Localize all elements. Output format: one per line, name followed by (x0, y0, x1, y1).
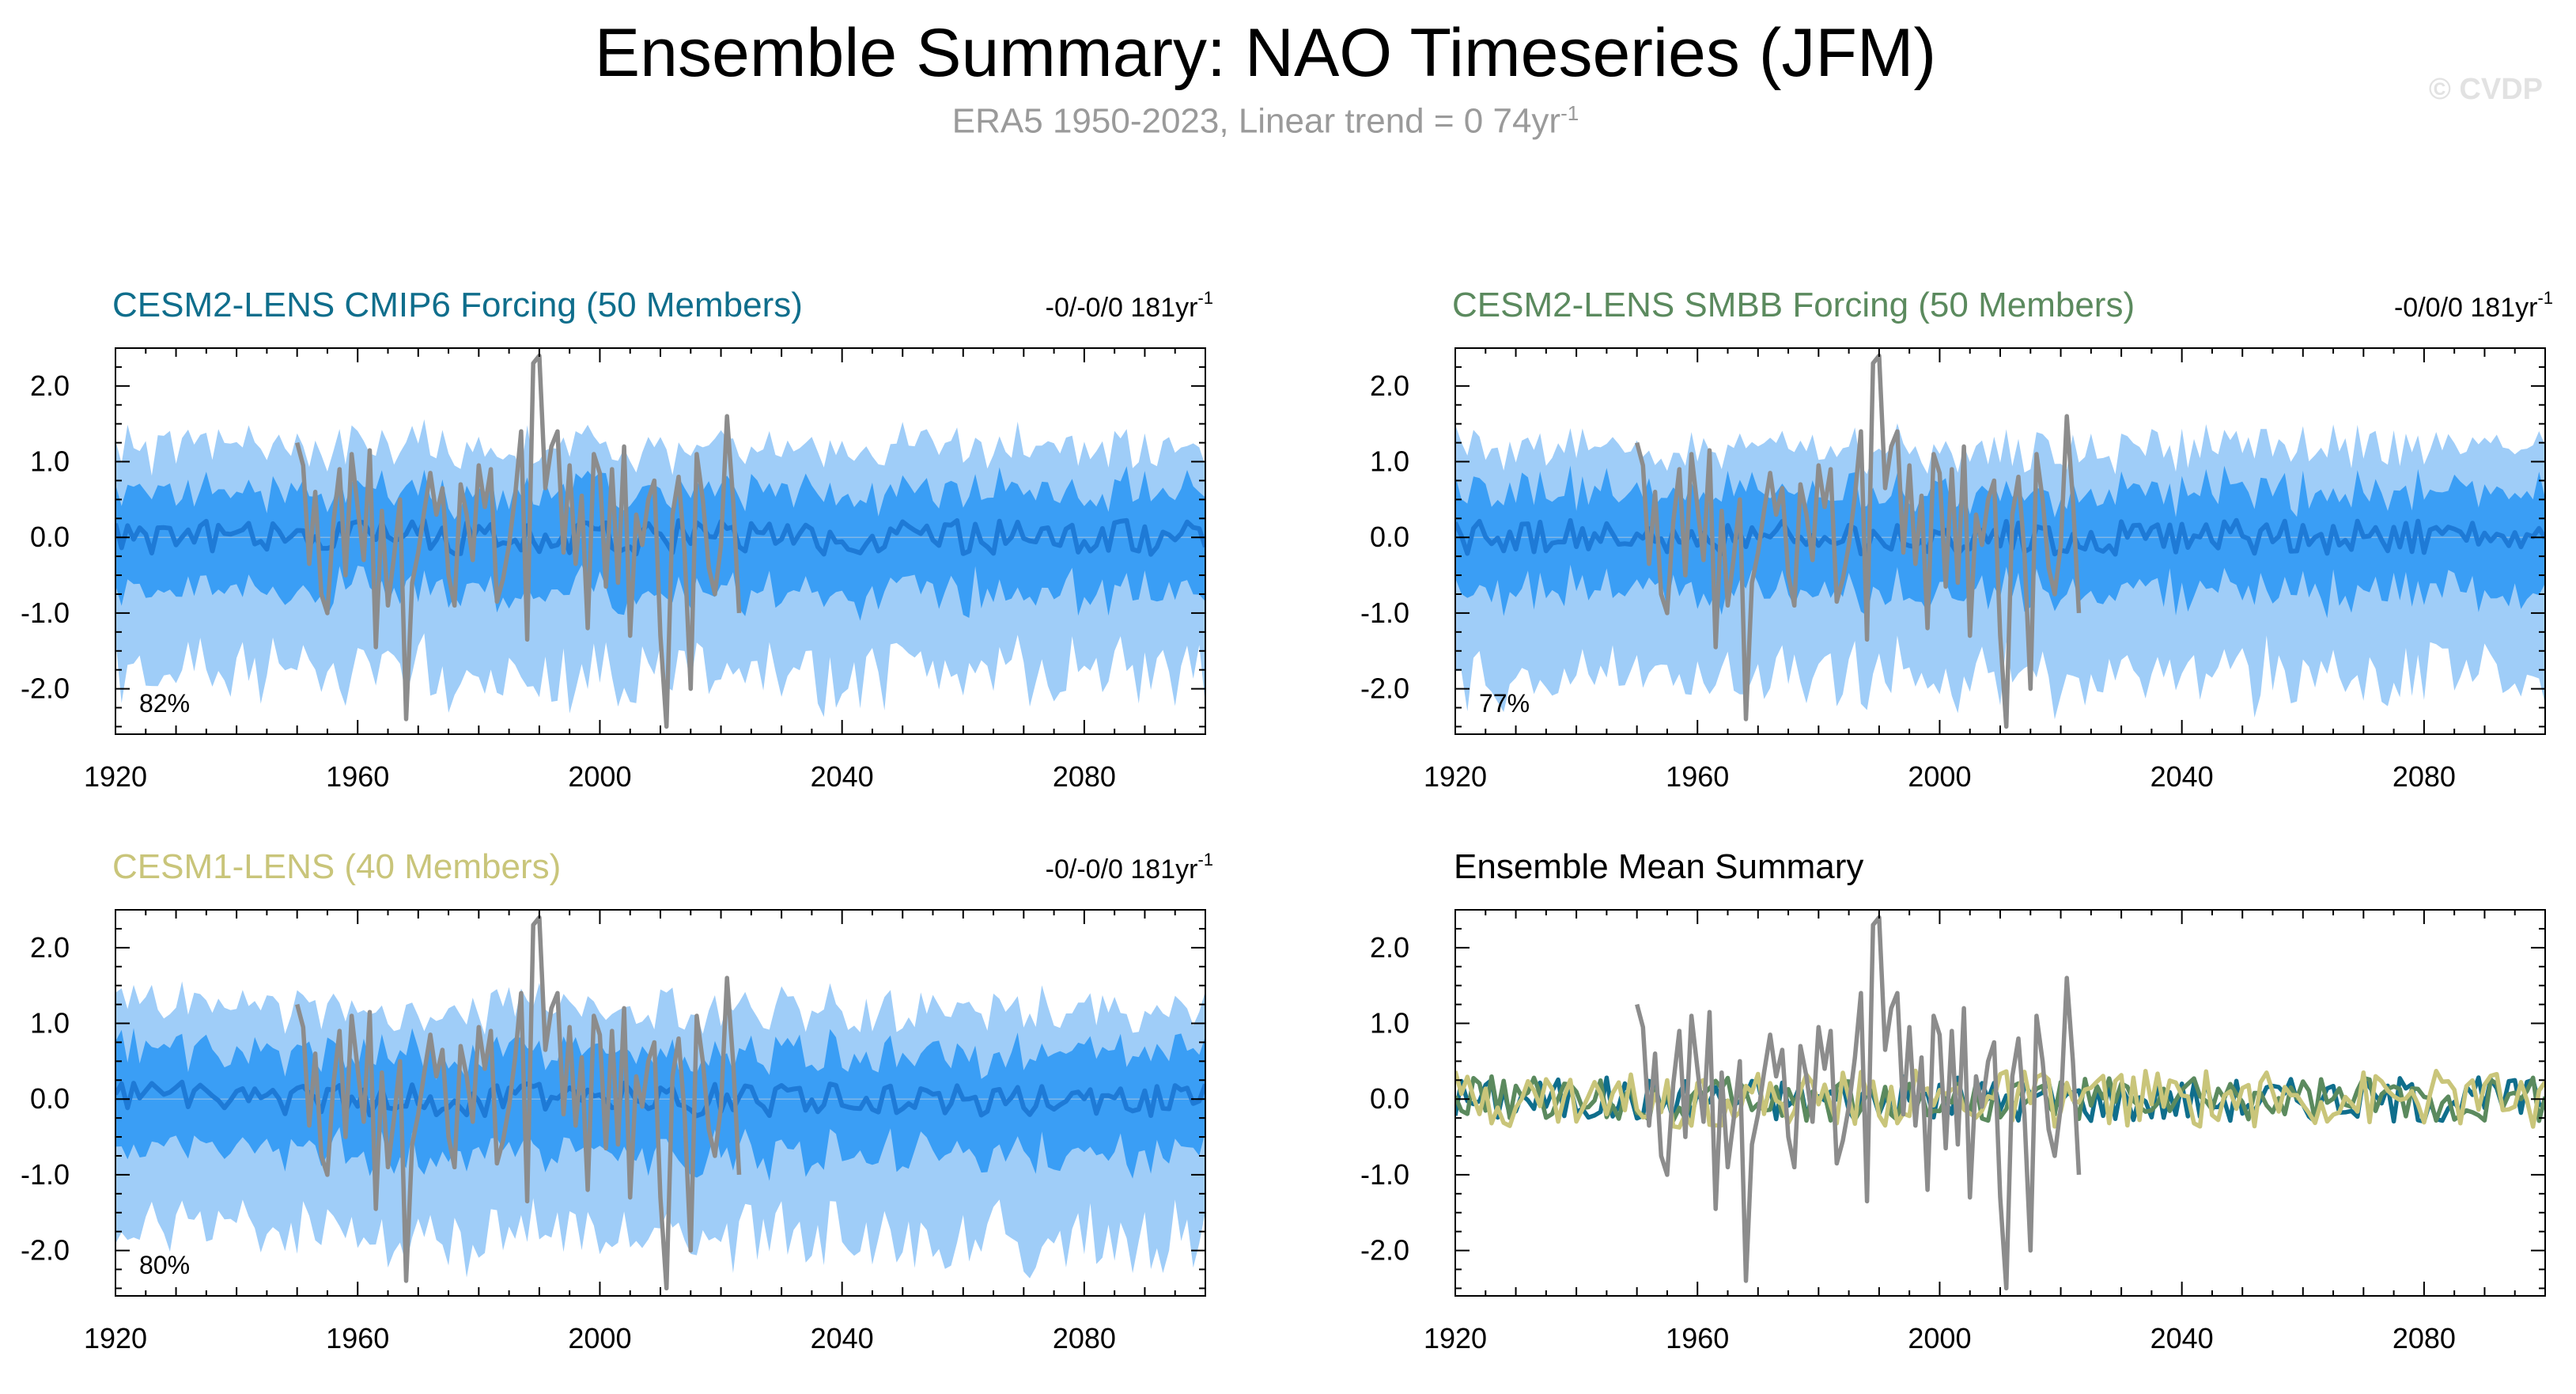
trend-superscript: -1 (2537, 288, 2553, 308)
panel-title: CESM1-LENS (40 Members) (112, 847, 561, 886)
y-tick-label: -1.0 (21, 1158, 70, 1191)
x-tick-label: 2000 (568, 760, 631, 793)
summary-line-2 (1455, 1068, 2545, 1130)
panel-title: CESM2-LENS SMBB Forcing (50 Members) (1452, 286, 2135, 324)
trend-label: -0/-0/0 181yr-1 (1046, 850, 1213, 885)
x-tick-label: 1920 (1424, 1322, 1487, 1354)
y-tick-label: -2.0 (1360, 1234, 1409, 1267)
y-tick-label: -1.0 (21, 597, 70, 629)
x-tick-label: 2080 (2393, 1322, 2456, 1354)
ensemble-mean-line (115, 517, 1205, 557)
x-tick-label: 2040 (2150, 760, 2214, 793)
percent-label: 77% (1479, 689, 1530, 718)
x-tick-label: 1920 (84, 760, 147, 793)
x-tick-label: 2080 (1053, 760, 1116, 793)
observed-line (295, 353, 742, 729)
x-tick-label: 1960 (1666, 760, 1729, 793)
ensemble-mean-line (115, 1079, 1205, 1119)
x-tick-label: 2000 (1908, 760, 1971, 793)
y-tick-label: 2.0 (1370, 369, 1409, 402)
y-tick-label: 0.0 (30, 521, 70, 553)
y-tick-label: -2.0 (21, 1234, 70, 1267)
subtitle-text: ERA5 1950-2023, Linear trend = 0 74yr (951, 101, 1561, 141)
panel-cesm1: CESM1-LENS (40 Members) -0/-0/0 181yr-1 19… (21, 847, 1213, 1354)
panel-title: Ensemble Mean Summary (1454, 847, 1863, 886)
y-tick-label: -1.0 (1360, 1158, 1409, 1191)
x-tick-label: 1920 (1424, 760, 1487, 793)
trend-superscript: -1 (1197, 288, 1213, 308)
observed-line (295, 915, 742, 1291)
y-tick-label: 0.0 (30, 1082, 70, 1115)
trend-text: -0/0/0 181yr (2394, 293, 2537, 323)
plot-area (1455, 353, 2545, 729)
watermark: © CVDP (2428, 73, 2543, 106)
panel-title: CESM2-LENS CMIP6 Forcing (50 Members) (112, 286, 803, 324)
trend-label: -0/-0/0 181yr-1 (1046, 288, 1213, 323)
x-tick-label: 2000 (1908, 1322, 1971, 1354)
trend-text: -0/-0/0 181yr (1046, 293, 1198, 323)
y-tick-label: 1.0 (1370, 445, 1409, 478)
x-tick-label: 1960 (326, 1322, 389, 1354)
x-tick-label: 2040 (811, 760, 874, 793)
observed-line (1635, 915, 2082, 1291)
panel-ens_mean_summary: Ensemble Mean Summary 1920 1960 2000 2040 208… (1360, 847, 2546, 1354)
y-tick-label: 1.0 (30, 1007, 70, 1040)
y-tick-label: 0.0 (1370, 1082, 1409, 1115)
subtitle-superscript: -1 (1560, 101, 1579, 125)
x-tick-label: 1960 (1666, 1322, 1729, 1354)
plot-area (115, 353, 1205, 729)
trend-superscript: -1 (1197, 850, 1213, 869)
x-tick-label: 2080 (2393, 760, 2456, 793)
percent-label: 80% (139, 1251, 190, 1279)
panel-cesm2_cmip6: CESM2-LENS CMIP6 Forcing (50 Members) -0/… (21, 286, 1213, 793)
observed-line (1635, 353, 2082, 729)
y-tick-label: 2.0 (1370, 931, 1409, 964)
y-tick-label: -2.0 (1360, 672, 1409, 705)
percent-label: 82% (139, 689, 190, 718)
x-tick-label: 1960 (326, 760, 389, 793)
trend-text: -0/-0/0 181yr (1046, 854, 1198, 885)
y-tick-label: 2.0 (30, 369, 70, 402)
y-tick-label: 1.0 (30, 445, 70, 478)
trend-label: -0/0/0 181yr-1 (2394, 288, 2553, 323)
x-tick-label: 1920 (84, 1322, 147, 1354)
y-tick-label: 1.0 (1370, 1007, 1409, 1040)
x-tick-label: 2040 (2150, 1322, 2214, 1354)
x-tick-label: 2040 (811, 1322, 874, 1354)
panel-cesm2_smbb: CESM2-LENS SMBB Forcing (50 Members) -0/0… (1360, 286, 2553, 793)
y-tick-label: -2.0 (21, 672, 70, 705)
main-subtitle: ERA5 1950-2023, Linear trend = 0 74yr-1 (0, 101, 2531, 142)
x-tick-label: 2000 (568, 1322, 631, 1354)
y-tick-label: 2.0 (30, 931, 70, 964)
y-tick-label: -1.0 (1360, 597, 1409, 629)
x-tick-label: 2080 (1053, 1322, 1116, 1354)
plot-area (115, 915, 1205, 1291)
ensemble-mean-line (1455, 517, 2545, 557)
plot-area (1455, 915, 2545, 1291)
y-tick-label: 0.0 (1370, 521, 1409, 553)
main-title: Ensemble Summary: NAO Timeseries (JFM) (594, 15, 1937, 91)
